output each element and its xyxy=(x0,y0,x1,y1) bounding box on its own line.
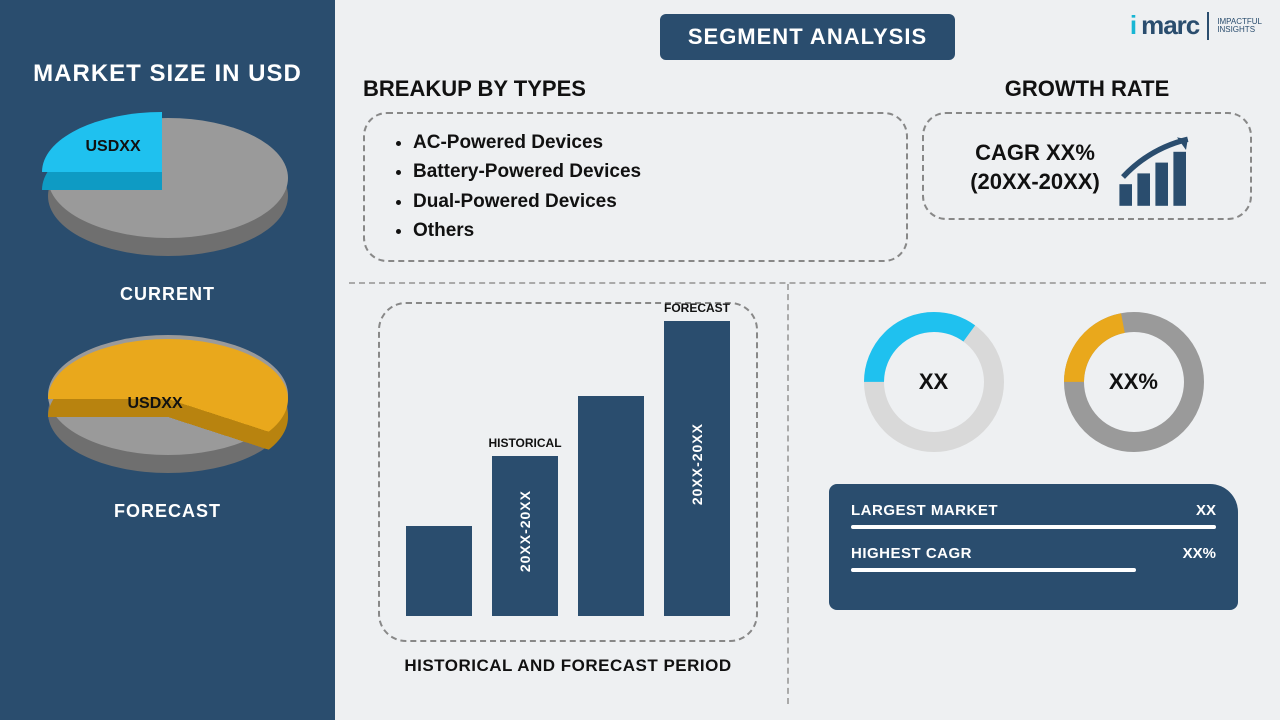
sidebar-title: MARKET SIZE IN USD xyxy=(33,60,302,88)
row-bottom: HISTORICAL20XX-20XXFORECAST20XX-20XX HIS… xyxy=(349,284,1266,704)
logo-tagline: IMPACTFUL INSIGHTS xyxy=(1217,18,1262,34)
page-title: SEGMENT ANALYSIS xyxy=(660,14,955,60)
pie-slice-label: USDXX xyxy=(86,138,141,156)
sidebar: MARKET SIZE IN USD USDXX CURRENT USDXX F… xyxy=(0,0,335,720)
growth-box: CAGR XX% (20XX-20XX) xyxy=(922,112,1252,220)
logo-divider xyxy=(1207,12,1209,40)
info-label: HIGHEST CAGR xyxy=(851,545,972,562)
bar-inner-label: 20XX-20XX xyxy=(689,423,705,505)
logo: imarc IMPACTFUL INSIGHTS xyxy=(1130,10,1262,41)
info-bar xyxy=(851,525,1216,529)
historical-bar: FORECAST20XX-20XX xyxy=(664,321,730,616)
main-area: imarc IMPACTFUL INSIGHTS SEGMENT ANALYSI… xyxy=(335,0,1280,720)
info-row: HIGHEST CAGR XX% xyxy=(851,545,1216,562)
info-row: LARGEST MARKET XX xyxy=(851,502,1216,519)
donut-1: XX xyxy=(864,312,1004,452)
breakup-item: AC-Powered Devices xyxy=(413,128,884,157)
logo-i: i xyxy=(1130,10,1137,41)
breakup-title: BREAKUP BY TYPES xyxy=(363,76,908,102)
breakup-box: AC-Powered DevicesBattery-Powered Device… xyxy=(363,112,908,262)
donut-1-label: XX xyxy=(864,312,1004,452)
bar-top-label: HISTORICAL xyxy=(488,436,561,450)
info-value: XX xyxy=(1196,502,1216,519)
donut-2-label: XX% xyxy=(1064,312,1204,452)
right-column: XX XX% LARGEST MARKET XX HIGHEST CAGR XX% xyxy=(789,284,1266,704)
growth-chart-icon xyxy=(1114,130,1204,206)
growth-text: CAGR XX% (20XX-20XX) xyxy=(970,139,1100,196)
pie-chart-current: USDXX xyxy=(48,118,288,258)
historical-bar: HISTORICAL20XX-20XX xyxy=(492,456,558,616)
page-root: MARKET SIZE IN USD USDXX CURRENT USDXX F… xyxy=(0,0,1280,720)
historical-caption: HISTORICAL AND FORECAST PERIOD xyxy=(404,656,731,676)
info-card: LARGEST MARKET XX HIGHEST CAGR XX% xyxy=(829,484,1238,610)
info-label: LARGEST MARKET xyxy=(851,502,998,519)
breakup-item: Battery-Powered Devices xyxy=(413,157,884,186)
breakup-list: AC-Powered DevicesBattery-Powered Device… xyxy=(387,128,884,246)
pie-slice-label: USDXX xyxy=(128,395,183,413)
logo-m: marc xyxy=(1141,10,1199,41)
growth-title: GROWTH RATE xyxy=(922,76,1252,102)
bar-top-label: FORECAST xyxy=(664,301,730,315)
bar-inner-label: 20XX-20XX xyxy=(517,490,533,572)
info-value: XX% xyxy=(1183,545,1216,562)
breakup-section: BREAKUP BY TYPES AC-Powered DevicesBatte… xyxy=(363,76,908,262)
row-top: BREAKUP BY TYPES AC-Powered DevicesBatte… xyxy=(349,76,1266,262)
donuts-row: XX XX% xyxy=(829,312,1238,452)
pie-chart-forecast: USDXX xyxy=(48,335,288,475)
historical-bar xyxy=(578,396,644,616)
breakup-item: Dual-Powered Devices xyxy=(413,187,884,216)
donut-2: XX% xyxy=(1064,312,1204,452)
pie-caption-current: CURRENT xyxy=(120,284,215,305)
historical-column: HISTORICAL20XX-20XXFORECAST20XX-20XX HIS… xyxy=(349,284,789,704)
info-bar xyxy=(851,568,1136,572)
historical-bar xyxy=(406,526,472,616)
pie-caption-forecast: FORECAST xyxy=(114,501,221,522)
historical-chart: HISTORICAL20XX-20XXFORECAST20XX-20XX xyxy=(378,302,758,642)
growth-section: GROWTH RATE CAGR XX% (20XX-20XX) xyxy=(922,76,1252,262)
breakup-item: Others xyxy=(413,216,884,245)
